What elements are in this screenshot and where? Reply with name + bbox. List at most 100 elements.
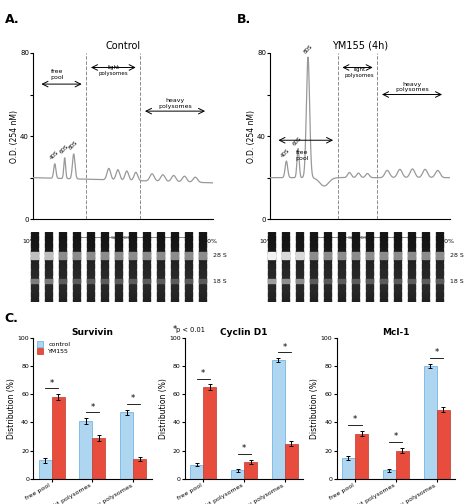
Bar — [129, 293, 136, 295]
Bar — [422, 239, 429, 241]
Bar — [268, 241, 275, 243]
Bar — [31, 286, 38, 288]
Bar — [87, 241, 94, 243]
Bar — [157, 265, 164, 267]
Bar — [171, 267, 178, 269]
Bar — [338, 251, 345, 253]
Bar — [436, 239, 443, 241]
Bar — [366, 260, 373, 262]
Bar — [394, 234, 401, 236]
Bar — [352, 246, 359, 248]
Bar — [394, 298, 401, 300]
Bar — [338, 248, 345, 250]
Bar — [157, 256, 164, 258]
Bar — [73, 265, 80, 267]
Bar — [73, 279, 80, 281]
Bar — [45, 239, 52, 241]
Bar — [115, 254, 122, 255]
Bar — [199, 251, 206, 253]
Bar — [282, 265, 289, 267]
Text: C.: C. — [5, 312, 18, 326]
Bar — [380, 246, 387, 248]
Bar — [282, 234, 289, 236]
Bar — [366, 267, 373, 269]
Bar — [380, 248, 387, 250]
Bar — [45, 254, 52, 255]
Bar — [143, 274, 150, 276]
Bar — [282, 279, 289, 281]
Bar — [408, 279, 415, 283]
Bar — [282, 277, 289, 279]
Bar — [199, 248, 206, 250]
Bar — [185, 260, 192, 262]
Bar — [129, 272, 136, 274]
Bar — [310, 291, 317, 293]
Bar — [101, 291, 108, 293]
Bar — [73, 286, 80, 288]
Bar — [380, 234, 387, 236]
Bar — [45, 288, 52, 290]
Bar — [87, 254, 94, 255]
Bar — [338, 246, 345, 248]
Text: *: * — [201, 369, 205, 378]
Bar — [338, 272, 345, 274]
Bar — [101, 234, 108, 236]
Bar — [185, 244, 192, 246]
Bar — [324, 232, 331, 234]
Bar — [87, 246, 94, 248]
Bar — [59, 263, 66, 265]
Bar — [352, 293, 359, 295]
Bar — [101, 279, 108, 283]
Bar — [352, 241, 359, 243]
Bar — [338, 286, 345, 288]
Bar — [268, 272, 275, 274]
Bar — [268, 277, 275, 279]
Bar — [87, 237, 94, 239]
Bar — [115, 279, 122, 281]
Bar — [296, 251, 303, 253]
Bar — [143, 239, 150, 241]
Bar — [171, 293, 178, 295]
Bar — [129, 274, 136, 276]
Bar — [59, 253, 66, 259]
Bar — [366, 239, 373, 241]
Bar — [45, 300, 52, 302]
Bar — [73, 256, 80, 258]
Bar — [310, 288, 317, 290]
Bar — [101, 256, 108, 258]
Bar — [408, 253, 415, 259]
Bar — [73, 239, 80, 241]
Bar — [352, 234, 359, 236]
Bar — [73, 241, 80, 243]
Bar — [157, 281, 164, 283]
Bar — [436, 279, 443, 281]
Bar — [143, 300, 150, 302]
Bar — [199, 232, 206, 234]
Bar — [73, 300, 80, 302]
Bar — [408, 288, 415, 290]
Bar — [157, 232, 164, 234]
Bar — [45, 234, 52, 236]
Bar — [422, 237, 429, 239]
Bar — [92, 438, 106, 479]
Bar — [366, 291, 373, 293]
Bar — [143, 263, 150, 265]
Bar — [352, 298, 359, 300]
Bar — [45, 263, 52, 265]
Bar — [436, 284, 443, 286]
Text: light
polysomes: light polysomes — [99, 65, 128, 76]
Bar — [268, 232, 275, 234]
Bar — [422, 295, 429, 297]
Bar — [87, 281, 94, 283]
Bar — [101, 260, 108, 262]
Bar — [422, 298, 429, 300]
Bar — [199, 270, 206, 272]
Bar — [352, 254, 359, 255]
Bar — [324, 298, 331, 300]
Bar — [101, 254, 108, 255]
Bar — [352, 279, 359, 281]
Bar — [380, 277, 387, 279]
Bar — [185, 265, 192, 267]
Bar — [45, 258, 52, 260]
Bar — [324, 258, 331, 260]
